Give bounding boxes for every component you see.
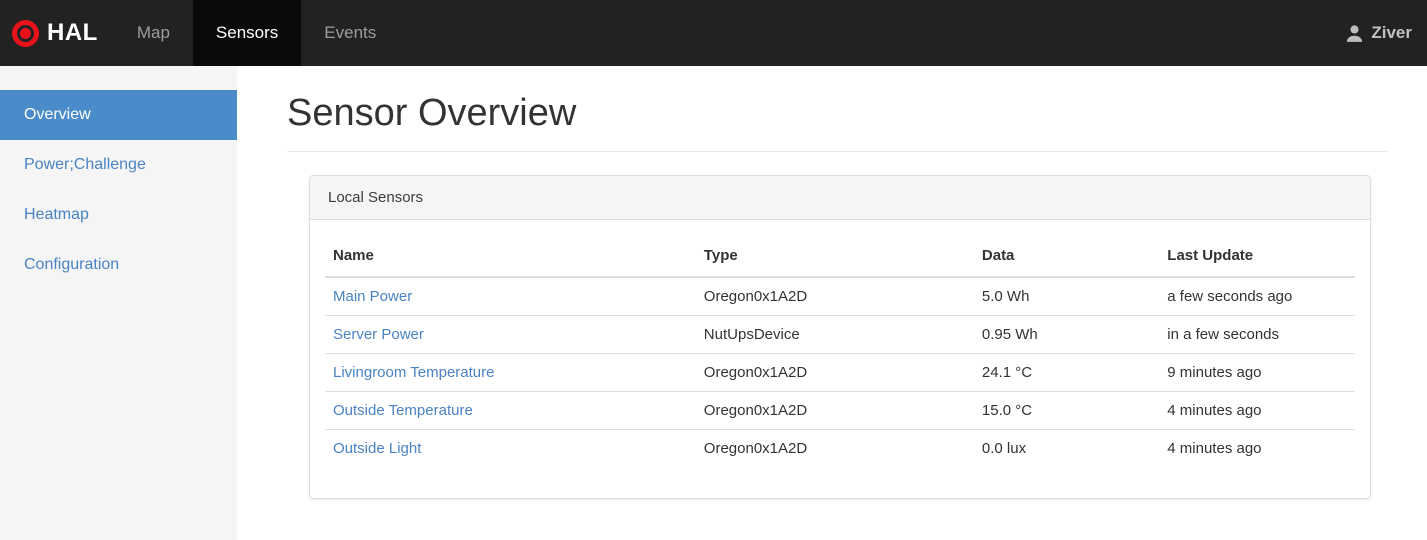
table-row: Outside Temperature Oregon0x1A2D 15.0 °C… <box>325 391 1355 430</box>
navbar-menu: Map Sensors Events <box>114 0 399 66</box>
table-row: Outside Light Oregon0x1A2D 0.0 lux 4 min… <box>325 429 1355 467</box>
sensor-last-update: 4 minutes ago <box>1159 429 1355 467</box>
main-content: Sensor Overview Local Sensors Name Type … <box>237 66 1427 540</box>
person-icon <box>1347 24 1363 42</box>
sensor-last-update: a few seconds ago <box>1167 288 1293 305</box>
user-name: Ziver <box>1371 23 1412 42</box>
page-title: Sensor Overview <box>287 92 577 134</box>
column-header-name: Name <box>325 235 696 278</box>
column-header-last-update: Last Update <box>1159 235 1355 278</box>
sensor-link-outside-temperature[interactable]: Outside Temperature <box>333 402 473 419</box>
sensor-link-livingroom-temperature[interactable]: Livingroom Temperature <box>333 364 495 381</box>
title-divider <box>287 151 1387 152</box>
sensor-type: Oregon0x1A2D <box>695 391 974 430</box>
sensor-link-server-power[interactable]: Server Power <box>333 326 424 343</box>
sidebar: Overview Power;Challenge Heatmap Configu… <box>0 66 237 540</box>
sidebar-item-configuration[interactable]: Configuration <box>24 256 120 273</box>
table-header-row: Name Type Data Last Update <box>325 235 1355 278</box>
sidebar-item-heatmap[interactable]: Heatmap <box>24 206 89 223</box>
sensor-data: 5.0 Wh <box>981 288 1030 305</box>
brand-label: HAL <box>47 19 98 46</box>
panel-heading: Local Sensors <box>310 176 1370 220</box>
sensor-type: Oregon0x1A2D <box>695 353 974 392</box>
page-layout: Overview Power;Challenge Heatmap Configu… <box>0 66 1427 540</box>
column-header-type: Type <box>695 235 974 278</box>
hal-logo-icon <box>12 19 39 47</box>
sensor-last-update: 9 minutes ago <box>1159 353 1355 392</box>
sensor-link-main-power[interactable]: Main Power <box>333 288 413 305</box>
sensor-type: Oregon0x1A2D <box>695 429 974 467</box>
sensor-last-update: 4 minutes ago <box>1159 391 1355 430</box>
sensor-last-update: in a few seconds <box>1159 315 1355 354</box>
table-row: Livingroom Temperature Oregon0x1A2D 24.1… <box>325 353 1355 392</box>
sidebar-item-overview[interactable]: Overview <box>0 90 237 140</box>
brand[interactable]: HAL <box>0 0 114 66</box>
sensor-data: 0.0 lux <box>973 429 1160 467</box>
sensor-link-outside-light[interactable]: Outside Light <box>333 440 422 457</box>
local-sensors-panel: Local Sensors Name Type Data Last Update <box>309 175 1371 499</box>
panel-body: Name Type Data Last Update Main Power Or… <box>310 220 1370 498</box>
sidebar-item-power-challenge[interactable]: Power;Challenge <box>24 156 146 173</box>
top-navbar: HAL Map Sensors Events Ziver <box>0 0 1427 66</box>
sensor-type: NutUpsDevice <box>695 315 974 354</box>
column-header-data: Data <box>973 235 1160 278</box>
sensor-data: 0.95 Wh <box>973 315 1160 354</box>
sensor-data: 15.0 °C <box>973 391 1160 430</box>
table-row: Server Power NutUpsDevice 0.95 Wh in a f… <box>325 315 1355 354</box>
nav-item-map[interactable]: Map <box>136 23 170 42</box>
sensor-type: Oregon0x1A2D <box>703 288 808 305</box>
table-row: Main Power Oregon0x1A2D 5.0 Wh a few sec… <box>325 277 1355 316</box>
nav-item-events[interactable]: Events <box>324 23 377 42</box>
sensor-data: 24.1 °C <box>973 353 1160 392</box>
user-menu[interactable]: Ziver <box>1345 0 1427 66</box>
nav-item-sensors[interactable]: Sensors <box>192 0 302 66</box>
sensors-table: Name Type Data Last Update Main Power Or… <box>325 235 1355 467</box>
